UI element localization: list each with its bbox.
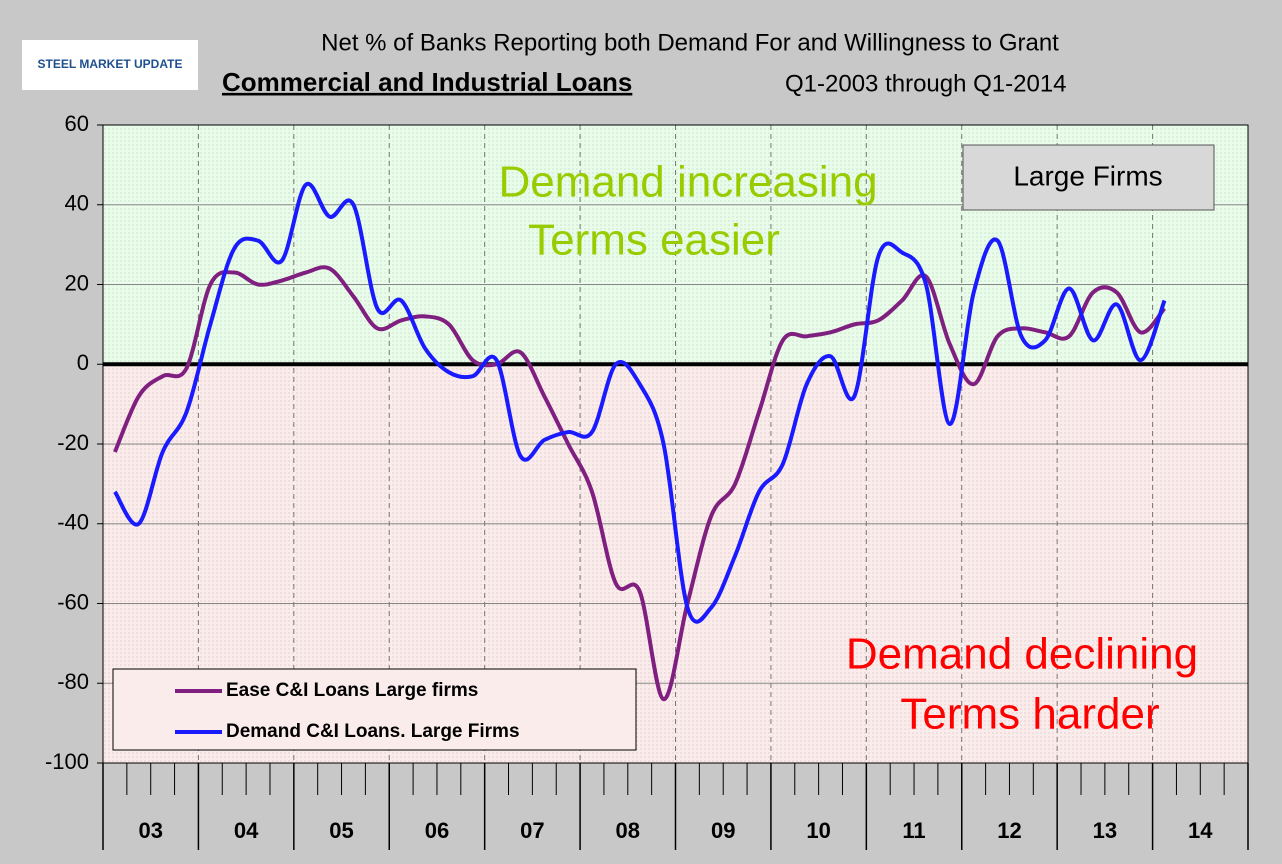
y-tick-label: -100 <box>45 749 89 774</box>
y-tick-label: 40 <box>65 191 89 216</box>
x-tick-label: 12 <box>997 818 1021 843</box>
line-series <box>113 181 1167 624</box>
x-tick-label: 09 <box>711 818 735 843</box>
x-tick-label: 07 <box>520 818 544 843</box>
annotation: Terms easier <box>528 216 780 265</box>
chart-subtitle-note: Q1-2003 through Q1-2014 <box>785 70 1067 97</box>
y-tick-label: -40 <box>57 510 89 535</box>
chart-title: Net % of Banks Reporting both Demand For… <box>321 29 1059 56</box>
legend-box <box>112 668 637 751</box>
annotation: Terms harder <box>900 690 1159 739</box>
y-tick-label: -20 <box>57 430 89 455</box>
x-tick-label: 08 <box>616 818 640 843</box>
box-label: Large Firms <box>1013 160 1162 191</box>
chart-subtitle: Commercial and Industrial Loans <box>222 67 632 97</box>
legend-label: Ease C&I Loans Large firms <box>226 680 478 701</box>
box <box>962 144 1215 211</box>
y-tick-label: 0 <box>77 350 89 375</box>
x-tick-label: 10 <box>806 818 830 843</box>
logo: STEEL MARKET UPDATE <box>38 57 183 71</box>
x-tick-label: 03 <box>138 818 162 843</box>
y-tick-label: 60 <box>65 111 89 136</box>
annotation: Demand declining <box>846 630 1198 679</box>
y-tick-label: -80 <box>57 669 89 694</box>
logo-box <box>22 40 198 90</box>
annotation: Demand increasing <box>498 158 877 207</box>
x-tick-label: 06 <box>425 818 449 843</box>
y-tick-label: -60 <box>57 589 89 614</box>
x-tick-label: 04 <box>234 818 259 843</box>
x-tick-label: 14 <box>1188 818 1213 843</box>
y-tick-label: 20 <box>65 270 89 295</box>
x-tick-label: 13 <box>1093 818 1117 843</box>
legend-label: Demand C&I Loans. Large Firms <box>226 721 520 742</box>
line-series <box>113 265 1167 702</box>
x-tick-label: 11 <box>902 818 925 843</box>
x-tick-label: 05 <box>329 818 353 843</box>
